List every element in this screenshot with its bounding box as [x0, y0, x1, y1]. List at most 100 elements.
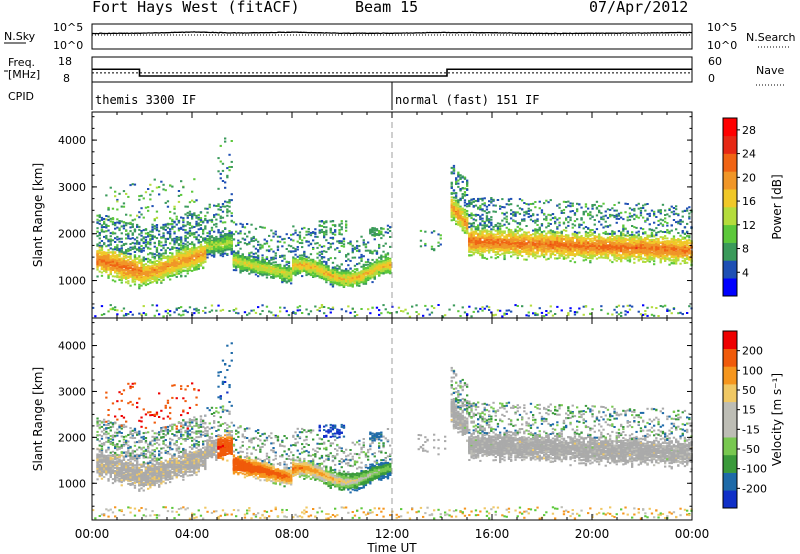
power-cell — [99, 234, 101, 236]
power-cell — [191, 232, 193, 234]
power-cell — [162, 245, 164, 247]
power-cell — [187, 252, 189, 254]
power-cell — [136, 266, 138, 268]
power-cell — [167, 259, 169, 261]
power-cell — [112, 221, 114, 223]
power-cell — [162, 224, 164, 226]
power-cell — [176, 309, 178, 311]
power-cell — [160, 280, 162, 282]
power-cell — [173, 226, 175, 228]
power-cell — [112, 265, 114, 267]
power-cell — [138, 255, 140, 257]
power-cell — [110, 252, 112, 254]
power-cell — [176, 258, 178, 260]
power-cell — [127, 282, 129, 284]
noise-left-tick: 10^0 — [53, 39, 83, 52]
power-cell — [182, 217, 184, 219]
power-cell — [178, 307, 180, 309]
power-cell — [167, 312, 169, 314]
power-cell — [180, 268, 182, 270]
power-cell — [156, 310, 158, 312]
power-cell — [162, 257, 164, 259]
power-cell — [143, 250, 145, 252]
power-cell — [167, 227, 169, 229]
power-cell — [151, 205, 153, 207]
power-cell — [143, 268, 145, 270]
power-cell — [143, 229, 145, 231]
power-cell — [138, 243, 140, 245]
power-cell — [140, 232, 142, 234]
power-cell — [173, 261, 175, 263]
power-cell — [103, 251, 105, 253]
power-cell — [145, 191, 147, 193]
power-cell — [134, 254, 136, 256]
power-cell — [149, 282, 151, 284]
power-cell — [143, 242, 145, 244]
power-cell — [138, 233, 140, 235]
power-cell — [158, 265, 160, 267]
power-cell — [154, 277, 156, 279]
power-cell — [121, 282, 123, 284]
power-cell — [191, 247, 193, 249]
power-cell — [110, 220, 112, 222]
power-cell — [171, 223, 173, 225]
power-cell — [149, 198, 151, 200]
power-cell — [101, 229, 103, 231]
power-cell — [114, 237, 116, 239]
power-cell — [140, 259, 142, 261]
power-cell — [116, 236, 118, 238]
power-cell — [176, 224, 178, 226]
power-cell — [184, 229, 186, 231]
power-cell — [118, 270, 120, 272]
power-cell — [158, 273, 160, 275]
power-cell — [193, 244, 195, 246]
power-cell — [176, 271, 178, 273]
power-cell — [184, 310, 186, 312]
power-cell — [114, 241, 116, 243]
power-cell — [116, 239, 118, 241]
power-cell — [184, 225, 186, 227]
power-cell — [165, 202, 167, 204]
power-cell — [114, 251, 116, 253]
power-cell — [112, 232, 114, 234]
power-cell — [96, 221, 98, 223]
power-cell — [178, 253, 180, 255]
power-cell — [189, 211, 191, 213]
power-cell — [147, 261, 149, 263]
power-cell — [158, 240, 160, 242]
power-cell — [151, 226, 153, 228]
power-cell — [169, 242, 171, 244]
power-cell — [176, 267, 178, 269]
power-cell — [96, 263, 98, 265]
power-cell — [114, 224, 116, 226]
power-cell — [143, 270, 145, 272]
power-cell — [187, 254, 189, 256]
power-cell — [116, 218, 118, 220]
power-cell — [101, 240, 103, 242]
power-cell — [154, 315, 156, 317]
power-cell — [105, 252, 107, 254]
power-cell — [129, 255, 131, 257]
power-cell — [143, 312, 145, 314]
power-cell — [156, 187, 158, 189]
power-cell — [151, 231, 153, 233]
power-cell — [158, 261, 160, 263]
power-cell — [189, 233, 191, 235]
power-cell — [184, 270, 186, 272]
power-cell — [138, 267, 140, 269]
power-cell — [184, 236, 186, 238]
power-cell — [116, 249, 118, 251]
power-cell — [134, 277, 136, 279]
power-cell — [147, 188, 149, 190]
power-cell — [96, 269, 98, 271]
power-cell — [121, 250, 123, 252]
power-cell — [99, 262, 101, 264]
power-cell — [180, 275, 182, 277]
power-cell — [127, 273, 129, 275]
power-cell — [156, 272, 158, 274]
power-cell — [195, 310, 197, 312]
power-cell — [105, 269, 107, 271]
power-cell — [140, 281, 142, 283]
power-cell — [114, 262, 116, 264]
power-cell — [121, 241, 123, 243]
